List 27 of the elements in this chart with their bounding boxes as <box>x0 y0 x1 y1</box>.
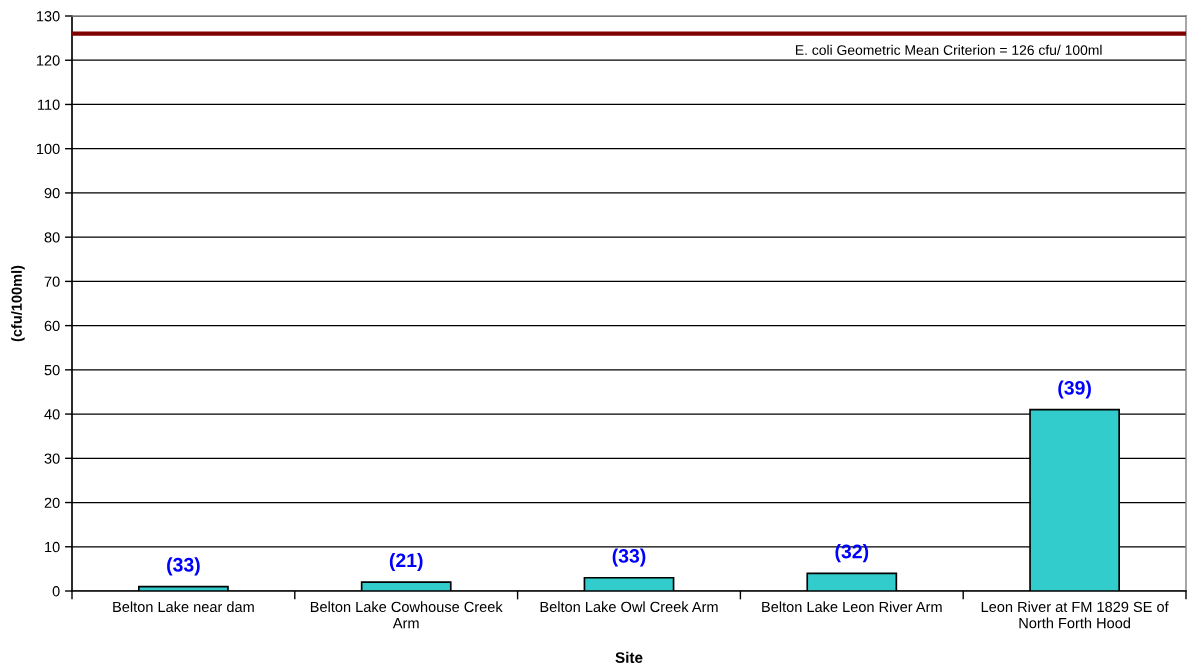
y-tick-label: 40 <box>44 409 60 420</box>
y-tick-label: 30 <box>44 453 60 464</box>
annotation: (39) <box>1058 380 1091 399</box>
y-tick-label: 10 <box>45 541 60 553</box>
x-tick-label: Belton Lake Owl Creek Arm <box>540 601 718 613</box>
y-tick-label: 120 <box>36 55 60 66</box>
x-axis-title: Site <box>615 651 643 663</box>
annotation: (32) <box>835 544 869 563</box>
y-tick-label: 80 <box>44 232 60 243</box>
annotation: (33) <box>167 557 200 576</box>
x-tick-label: Belton Lake Cowhouse Creek Arm <box>310 601 503 629</box>
y-tick-label: 110 <box>38 99 60 110</box>
x-tick-label: Belton Lake near dam <box>113 601 254 613</box>
y-tick-label: 60 <box>44 320 60 332</box>
y-tick-label: 130 <box>36 11 60 22</box>
annotation: (33) <box>612 548 646 567</box>
y-tick-label: 100 <box>36 143 60 155</box>
x-tick-label: Leon River at FM 1829 SE of North Forth Hood <box>981 601 1169 629</box>
y-tick-label: 0 <box>52 586 60 597</box>
ref-line-label: E. coli Geometric Mean Criterion = 126 cfu/ 100ml <box>795 44 1102 56</box>
y-tick-label: 50 <box>44 364 60 376</box>
y-tick-label: 70 <box>44 276 60 287</box>
x-tick-label: Belton Lake Leon River Arm <box>762 601 942 613</box>
y-axis-title: (cfu/100ml) <box>11 265 25 342</box>
y-tick-label: 90 <box>44 188 60 199</box>
y-tick-label: 20 <box>44 497 60 508</box>
annotation: (21) <box>389 552 423 572</box>
